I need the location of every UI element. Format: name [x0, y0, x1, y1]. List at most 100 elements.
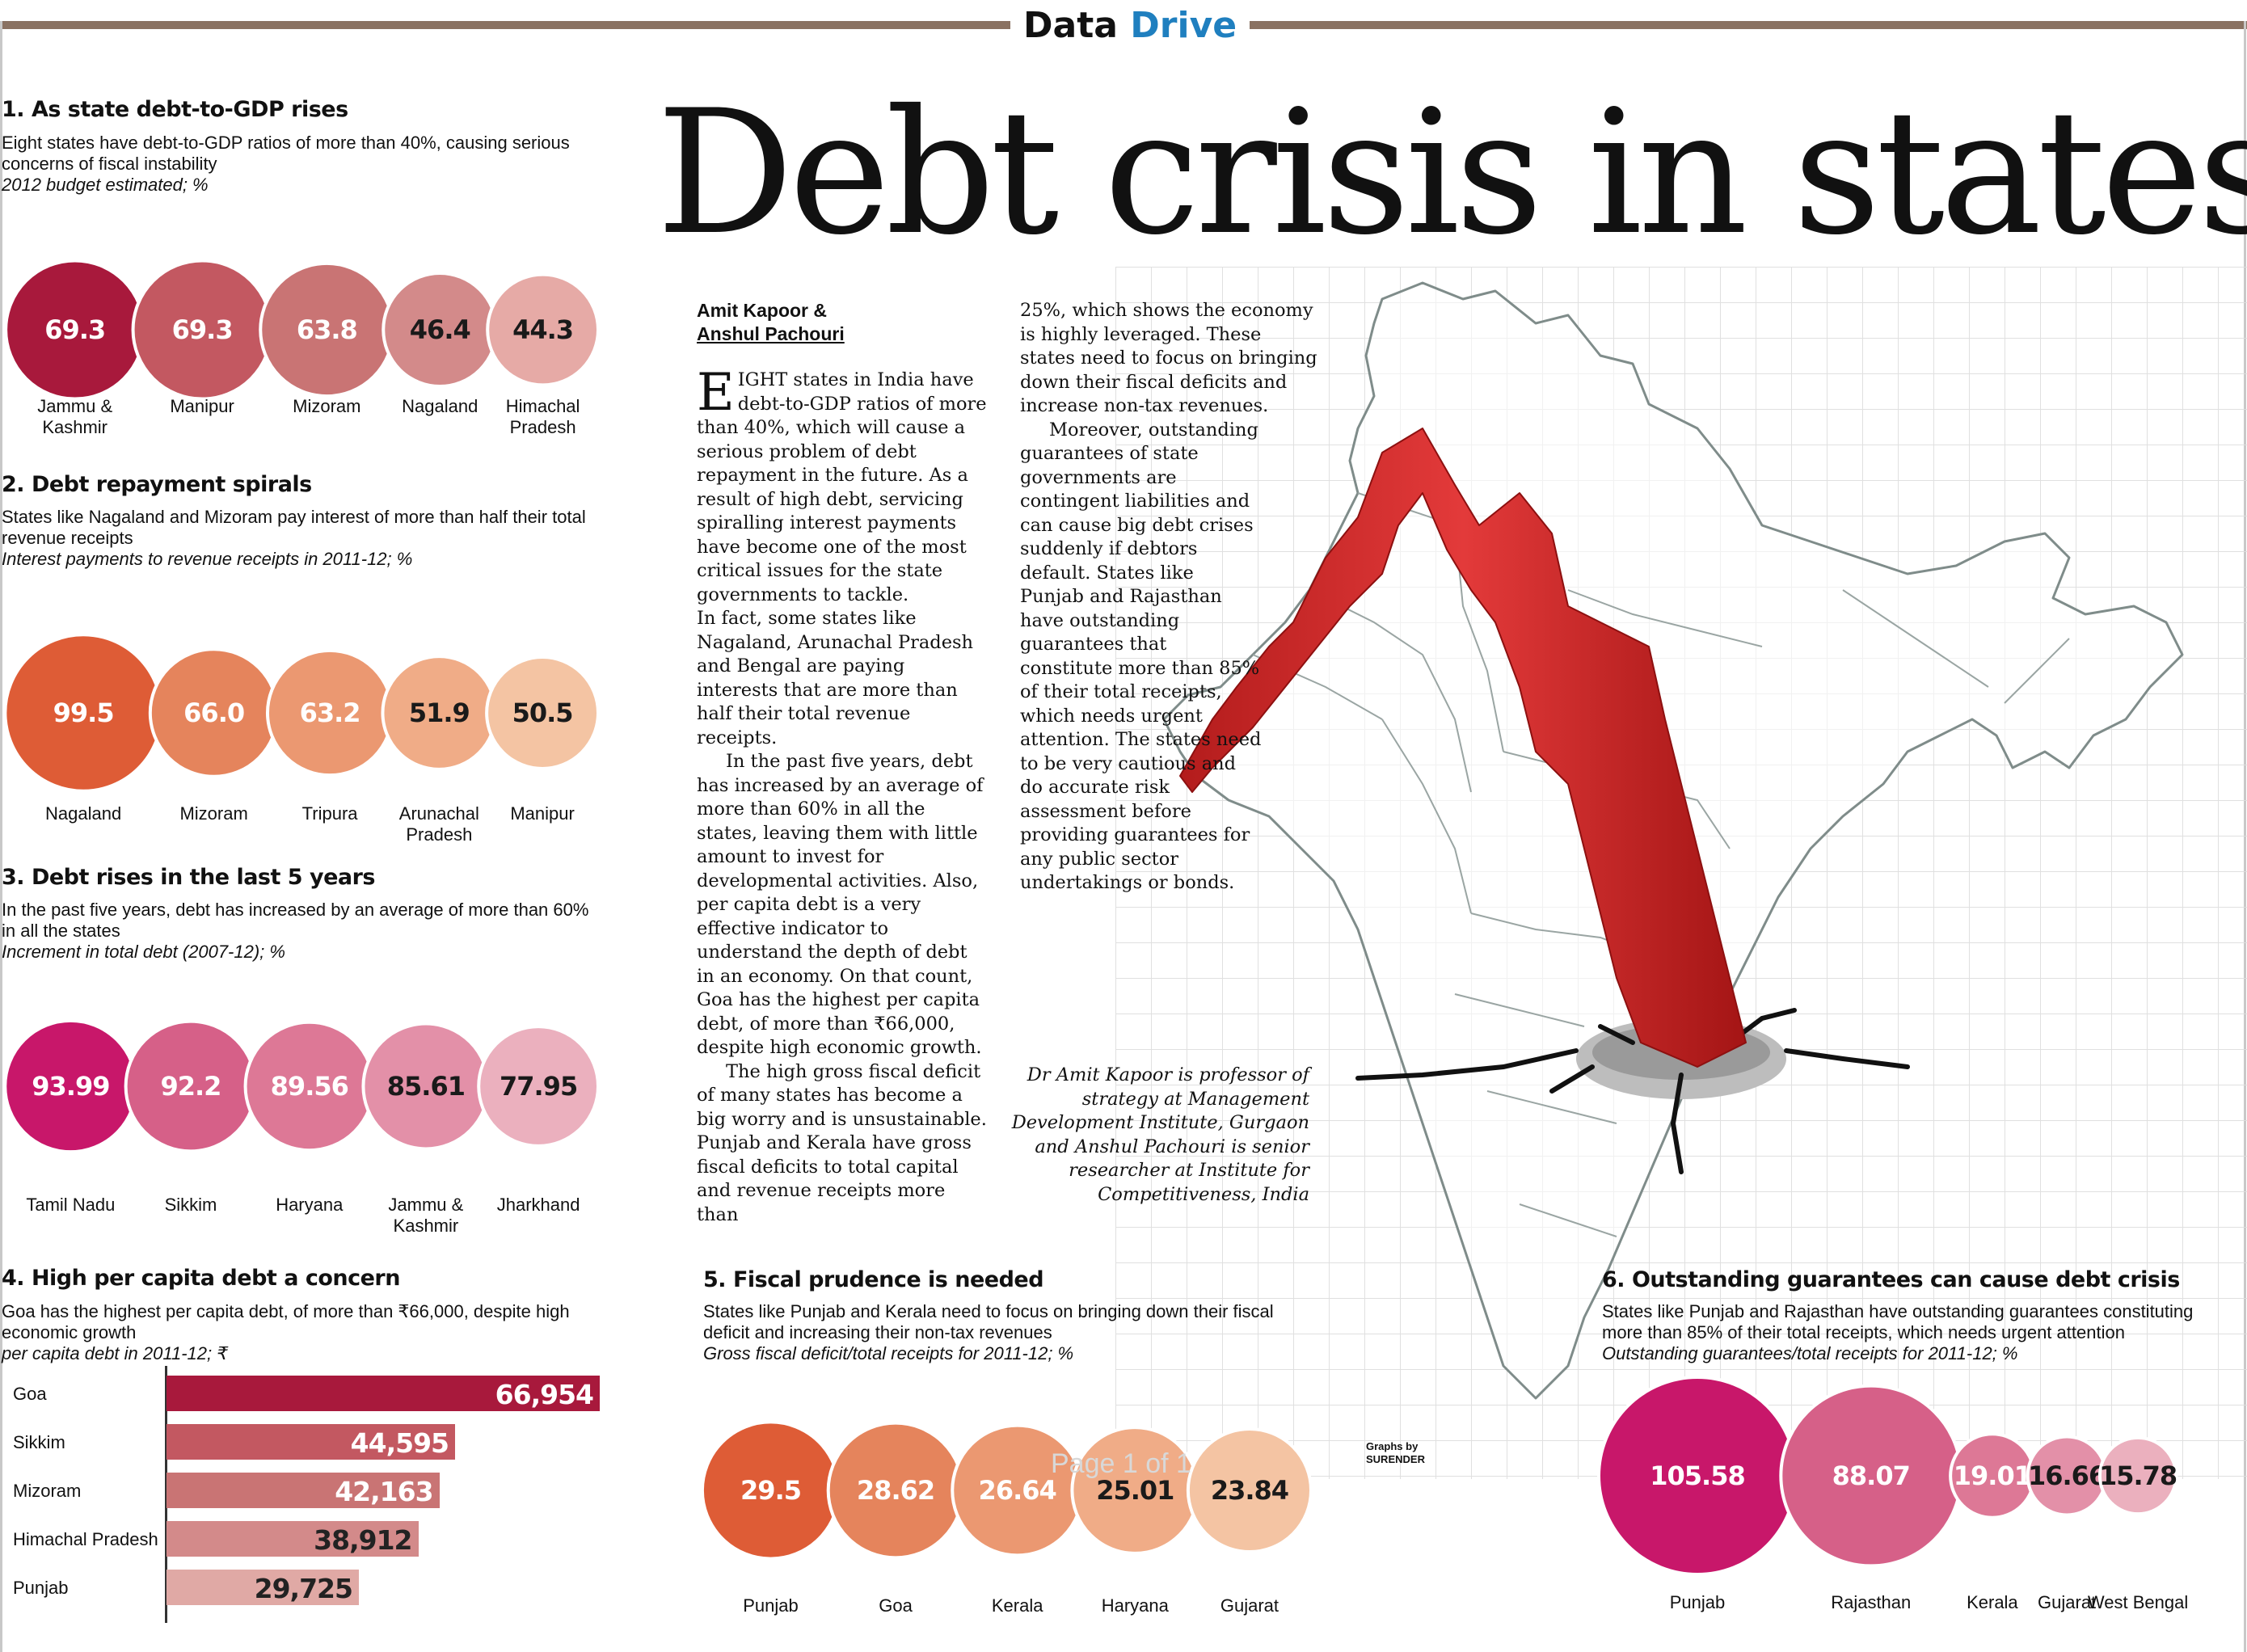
s2-value-label-1: 66.0	[183, 697, 244, 728]
bar-category-label-4: Punjab	[13, 1578, 69, 1598]
section-4-title: 4. High per capita debt a concern	[2, 1266, 400, 1291]
drop-cap: E	[697, 363, 735, 423]
s6-category-label-2: Kerala	[1967, 1592, 2018, 1612]
section-1-subtitle: Eight states have debt-to-GDP ratios of …	[2, 133, 584, 196]
s3-category-label-4: Jharkhand	[497, 1195, 580, 1215]
article-column-1: E IGHT states in India have debt-to-GDP r…	[697, 363, 989, 1227]
s5-value-label-4: 23.84	[1211, 1475, 1288, 1506]
chart-fiscal-deficit: 29.5 Punjab 28.62 Goa 26.64 Kerala 25.01 Haryan…	[697, 1398, 1327, 1633]
byline-line-2: Anshul Pachouri	[697, 323, 845, 344]
s1-category-label-0: Jammu & Kashmir	[37, 396, 112, 437]
section-5-desc: States like Punjab and Kerala need to fo…	[703, 1301, 1274, 1342]
section-5-subtitle: States like Punjab and Kerala need to fo…	[703, 1301, 1301, 1364]
s3-svg: 93.99 Tamil Nadu 92.2 Sikkim 89.56 Haryana 85.…	[3, 1018, 600, 1236]
section-6-subtitle: States like Punjab and Rajasthan have ou…	[1602, 1301, 2208, 1364]
bar-category-label-0: Goa	[13, 1384, 47, 1404]
s6-bubble-4	[2097, 1435, 2178, 1516]
article-para-4: The high gross fiscal deficit of many st…	[697, 1060, 987, 1225]
left-frame-line	[0, 21, 2, 1652]
s5-category-label-0: Punjab	[743, 1595, 799, 1616]
byline-line-1: Amit Kapoor &	[697, 300, 827, 321]
section-2-unit: Interest payments to revenue receipts in…	[2, 549, 413, 569]
article-para-6: Moreover, outstanding guarantees of stat…	[1020, 419, 1262, 894]
per-capita-axis-line	[165, 1366, 167, 1623]
section-5-title: 5. Fiscal prudence is needed	[703, 1267, 1044, 1292]
graphics-credit: Graphs by SURENDER	[1366, 1440, 1447, 1466]
s3-category-label-1: Sikkim	[165, 1195, 217, 1215]
s3-value-label-0: 93.99	[32, 1071, 109, 1102]
s5-category-label-1: Goa	[879, 1595, 913, 1616]
s5-value-label-1: 28.62	[857, 1475, 934, 1506]
s2-category-label-4: Manipur	[510, 803, 574, 824]
chart-outstanding-guarantees: 105.58 Punjab 88.07 Rajasthan 19.01 Kerala 16.…	[1592, 1374, 2247, 1633]
bar-3	[167, 1521, 419, 1557]
bar-value-label-0: 66,954	[495, 1379, 594, 1410]
section-3-unit: Increment in total debt (2007-12); %	[2, 942, 285, 962]
s1-svg: 69.3 Jammu & Kashmir 69.3 Manipur 63.8 Mizoram…	[4, 259, 600, 437]
s3-category-label-2: Haryana	[276, 1195, 344, 1215]
headline: Debt crisis in states	[656, 73, 2247, 272]
s2-bubble-4	[485, 655, 601, 770]
article-para-1-text: IGHT states in India have debt-to-GDP ra…	[697, 369, 987, 605]
section-1-title: 1. As state debt-to-GDP rises	[2, 97, 348, 122]
s6-value-label-1: 88.07	[1832, 1460, 1910, 1491]
s5-category-label-2: Kerala	[992, 1595, 1043, 1616]
bar-value-label-2: 42,163	[335, 1476, 433, 1507]
s2-value-label-4: 50.5	[512, 697, 573, 728]
section-1-unit: 2012 budget estimated; %	[2, 175, 209, 195]
section-2-desc: States like Nagaland and Mizoram pay int…	[2, 507, 586, 548]
chart-debt-to-gdp: 69.3 Jammu & Kashmir 69.3 Manipur 63.8 Mizoram…	[0, 239, 614, 457]
section-1-desc: Eight states have debt-to-GDP ratios of …	[2, 133, 570, 174]
bar-value-label-1: 44,595	[350, 1427, 449, 1459]
s3-value-label-1: 92.2	[160, 1071, 221, 1102]
section-4-unit: per capita debt in 2011-12; ₹	[2, 1343, 229, 1363]
article-para-5: 25%, which shows the economy is highly l…	[1020, 300, 1317, 416]
brand-word-1: Data	[1023, 5, 1118, 46]
byline: Amit Kapoor & Anshul Pachouri	[697, 299, 845, 346]
s5-svg: 29.5 Punjab 28.62 Goa 26.64 Kerala 25.01 Haryan…	[700, 1420, 1313, 1616]
s5-category-label-4: Gujarat	[1220, 1595, 1279, 1616]
s6-value-label-2: 19.01	[1954, 1460, 2031, 1491]
s6-value-label-3: 16.66	[2028, 1460, 2106, 1491]
bar-4	[167, 1570, 359, 1605]
bar-category-label-2: Mizoram	[13, 1481, 82, 1501]
falling-arrow	[1179, 428, 1747, 1068]
s6-category-label-1: Rajasthan	[1831, 1592, 1911, 1612]
section-4-subtitle: Goa has the highest per capita debt, of …	[2, 1301, 584, 1364]
s1-value-label-1: 69.3	[172, 314, 233, 345]
chart-debt-increment: 93.99 Tamil Nadu 92.2 Sikkim 89.56 Haryana 85.…	[0, 999, 614, 1241]
s1-bubble-4	[486, 272, 600, 387]
article-para-2: In fact, some states like Nagaland, Arun…	[697, 608, 974, 748]
s1-category-label-1: Manipur	[170, 396, 234, 416]
s3-value-label-3: 85.61	[387, 1071, 465, 1102]
chart-per-capita-debt: Goa 66,954 Sikkim 44,595 Mizoram 42,163 Himach…	[0, 1366, 614, 1633]
article-column-2: 25%, which shows the economy is highly l…	[1020, 299, 1317, 896]
s6-value-label-0: 105.58	[1650, 1460, 1744, 1491]
s2-value-label-3: 51.9	[409, 697, 470, 728]
s3-bubble-4	[477, 1025, 600, 1148]
section-3-subtitle: In the past five years, debt has increas…	[2, 900, 592, 963]
s6-category-label-4: West Bengal	[2088, 1592, 2188, 1612]
s1-category-label-2: Mizoram	[293, 396, 360, 416]
page-indicator: Page 1 of 1	[1051, 1448, 1191, 1479]
credit-line-1: Graphs by	[1366, 1440, 1419, 1452]
s5-value-label-3: 25.01	[1096, 1475, 1174, 1506]
section-6-desc: States like Punjab and Rajasthan have ou…	[1602, 1301, 2194, 1342]
section-5-unit: Gross fiscal deficit/total receipts for …	[703, 1343, 1074, 1363]
s5-category-label-3: Haryana	[1102, 1595, 1170, 1616]
brand-word-2: Drive	[1130, 5, 1237, 46]
s2-svg: 99.5 Nagaland 66.0 Mizoram 63.2 Tripura 51.9 Ar…	[3, 633, 601, 845]
s1-value-label-0: 69.3	[44, 314, 105, 345]
s1-value-label-2: 63.8	[297, 314, 357, 345]
bar-value-label-3: 38,912	[314, 1524, 412, 1556]
s2-category-label-0: Nagaland	[45, 803, 121, 824]
bar-2	[167, 1473, 440, 1508]
section-6-unit: Outstanding guarantees/total receipts fo…	[1602, 1343, 2018, 1363]
author-bio: Dr Amit Kapoor is professor of strategy …	[1011, 1064, 1309, 1205]
s1-category-label-4: Himachal Pradesh	[506, 396, 580, 437]
s1-value-label-4: 44.3	[512, 314, 573, 345]
s5-bubble-4	[1186, 1427, 1313, 1554]
bar-category-label-1: Sikkim	[13, 1432, 65, 1452]
section-2-subtitle: States like Nagaland and Mizoram pay int…	[2, 507, 600, 570]
s6-category-label-3: Gujarat	[2038, 1592, 2096, 1612]
